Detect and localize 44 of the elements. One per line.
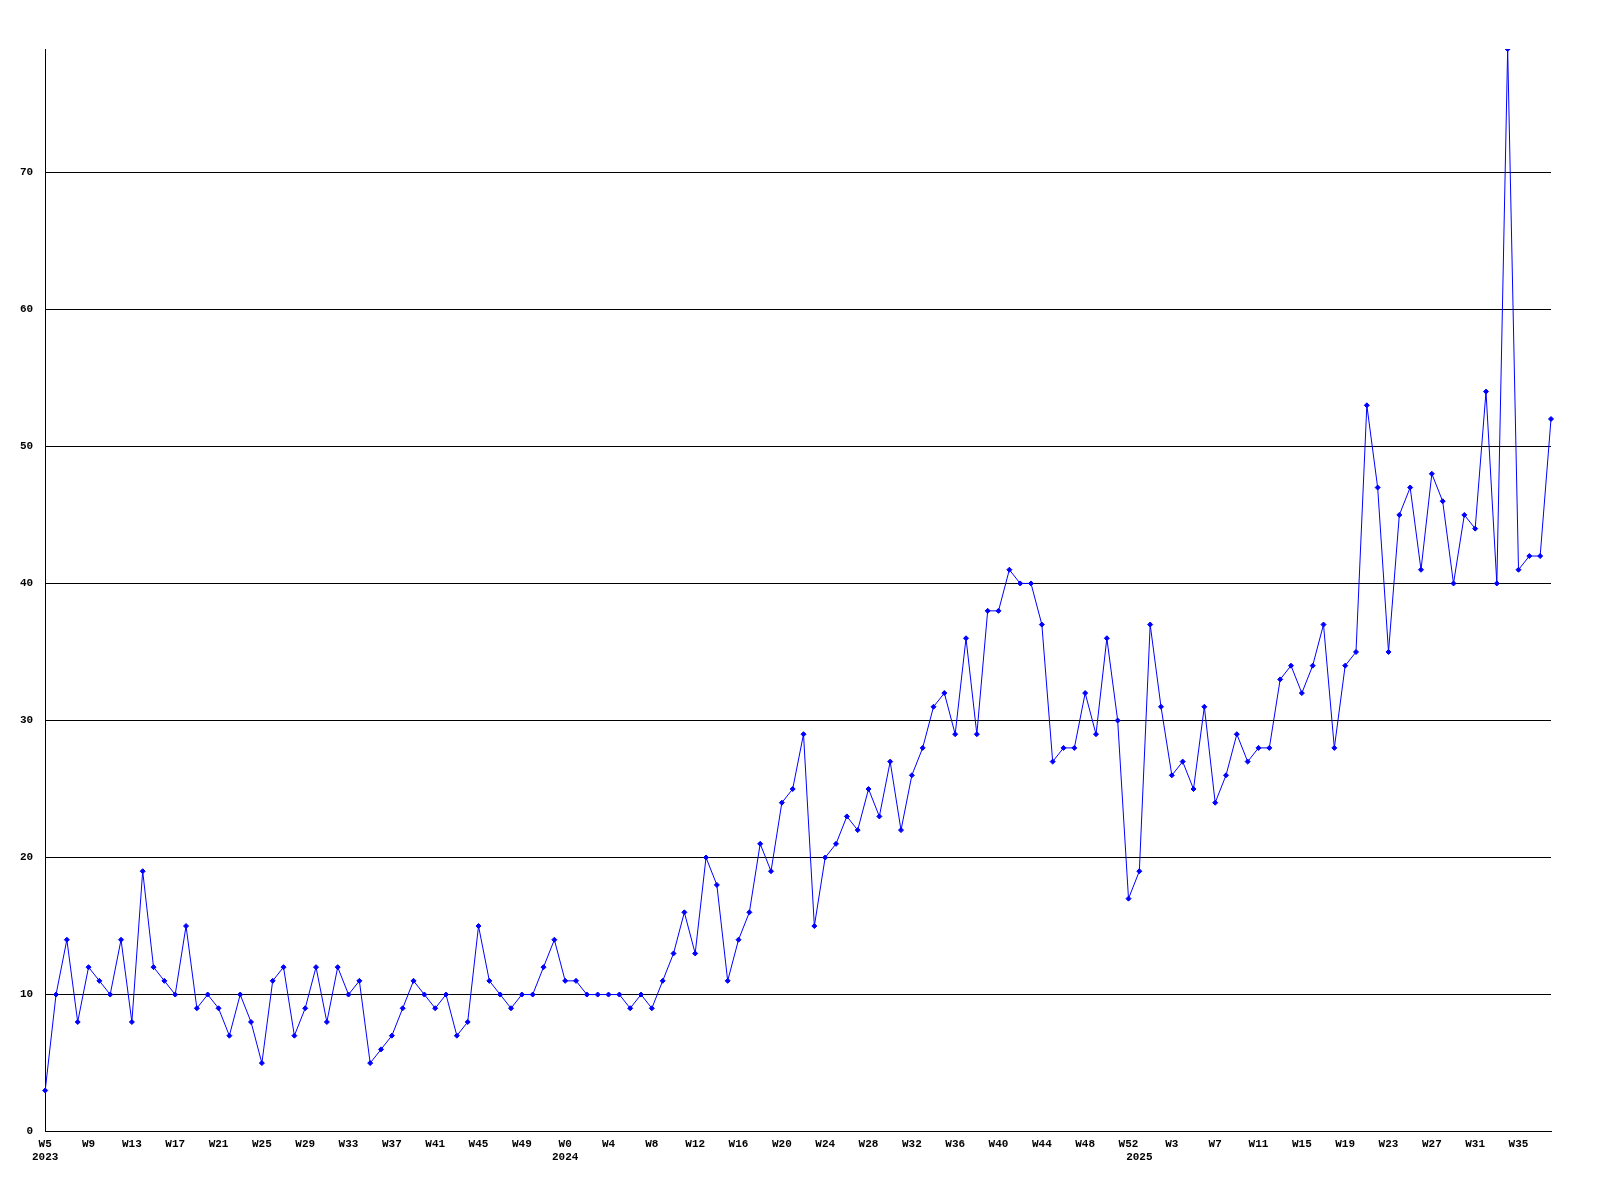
- x-tick-label: W24: [815, 1137, 836, 1150]
- x-tick-label: W4: [601, 1137, 616, 1150]
- x-tick-label: W35: [1508, 1137, 1529, 1150]
- x-tick-label: W44: [1031, 1137, 1053, 1150]
- y-tick-label: 30: [20, 714, 34, 727]
- y-tick-label: 0: [26, 1125, 34, 1138]
- x-tick-label: W28: [858, 1137, 879, 1150]
- x-tick-label: W48: [1075, 1137, 1096, 1150]
- x-tick-label: W23: [1378, 1137, 1399, 1150]
- x-tick-label: W19: [1335, 1137, 1356, 1150]
- x-tick-label: W25: [251, 1137, 273, 1150]
- y-tick-label: 10: [20, 988, 34, 1001]
- y-tick-label: 50: [20, 440, 34, 453]
- y-tick-label: 60: [20, 303, 34, 316]
- x-tick-label: W12: [685, 1137, 706, 1150]
- x-tick-label: W36: [945, 1137, 966, 1150]
- x-tick-label: W37: [381, 1137, 402, 1150]
- y-tick-label: 70: [20, 166, 34, 179]
- x-tick-label: W31: [1465, 1137, 1486, 1150]
- x-tick-label: W7: [1208, 1137, 1222, 1150]
- y-tick-label: 20: [20, 851, 34, 864]
- x-tick-label: W20: [771, 1137, 792, 1150]
- x-tick-label: W13: [121, 1137, 143, 1150]
- x-tick-label: W29: [295, 1137, 316, 1150]
- x-tick-label: W49: [511, 1137, 532, 1150]
- y-tick-label: 40: [20, 577, 34, 590]
- x-tick-label: W17: [165, 1137, 186, 1150]
- x-tick-label: W5 2023: [32, 1137, 59, 1164]
- x-tick-label: W40: [988, 1137, 1009, 1150]
- x-tick-label: W52: [1118, 1137, 1139, 1150]
- x-tick-label: W45: [468, 1137, 489, 1150]
- x-tick-label: W16: [728, 1137, 749, 1150]
- x-tick-label: W27: [1421, 1137, 1442, 1150]
- x-tick-label: W8: [645, 1137, 659, 1150]
- x-tick-label: 2025: [1126, 1151, 1153, 1164]
- x-tick-label: W21: [208, 1137, 229, 1150]
- x-tick-label: W33: [338, 1137, 359, 1150]
- x-tick-label: W15: [1291, 1137, 1313, 1150]
- x-tick-label: W3: [1165, 1137, 1179, 1150]
- x-tick-label: W0 2024: [551, 1137, 579, 1164]
- x-tick-label: W32: [901, 1137, 922, 1150]
- x-tick-label: W41: [425, 1137, 446, 1150]
- x-tick-label: W11: [1248, 1137, 1269, 1150]
- x-tick-label: W9: [81, 1137, 96, 1150]
